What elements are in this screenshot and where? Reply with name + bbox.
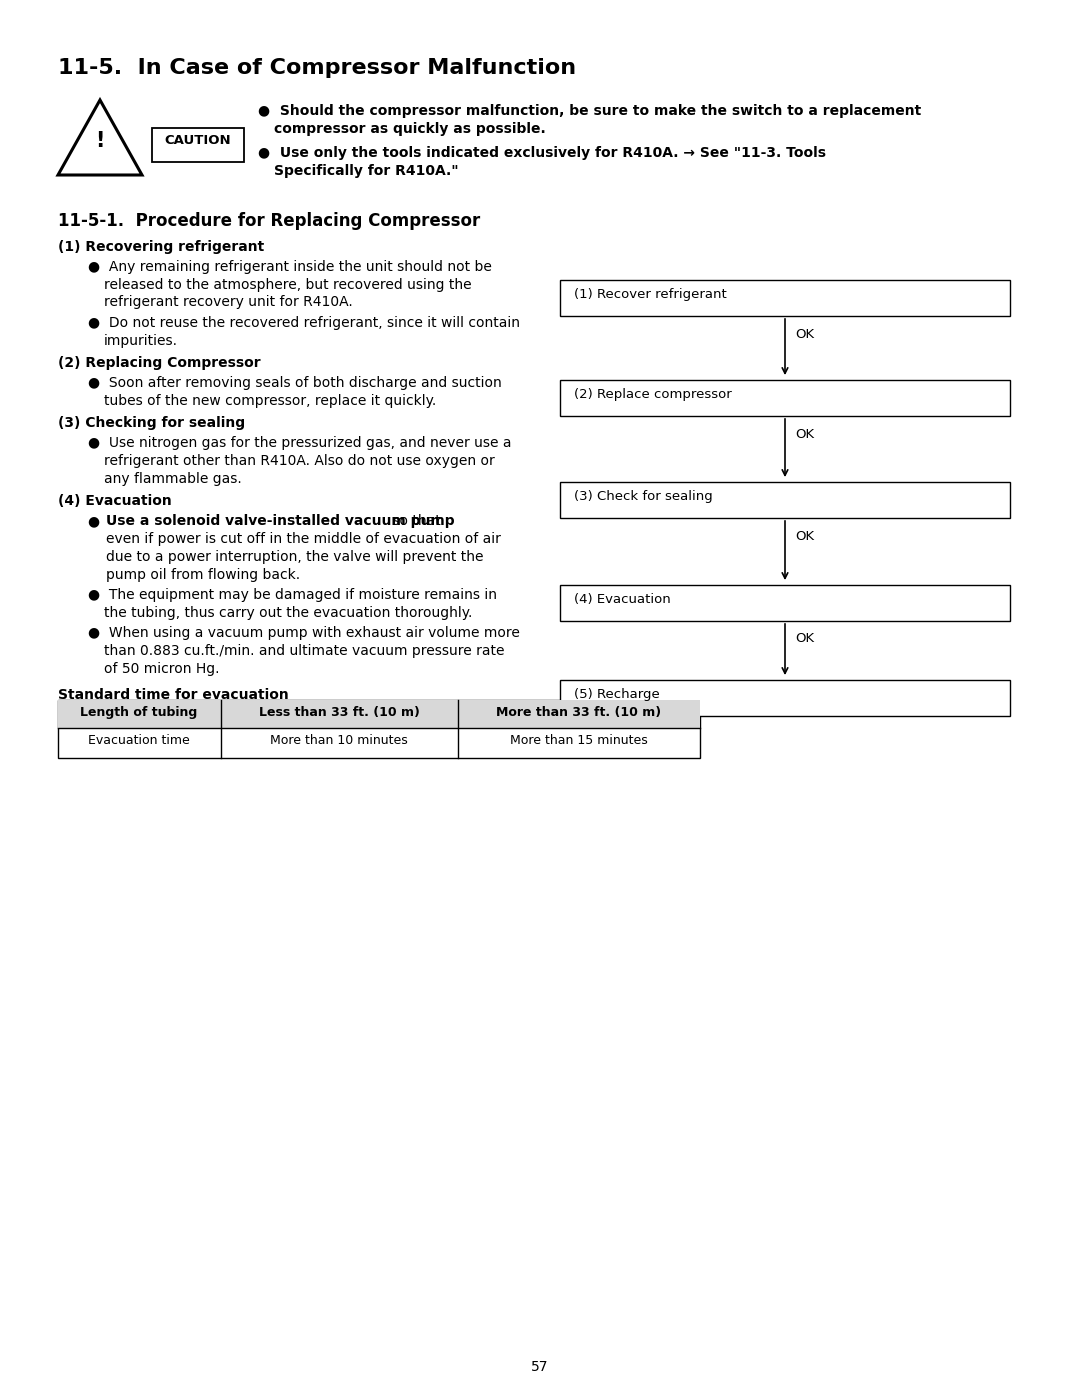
Text: refrigerant other than R410A. Also do not use oxygen or: refrigerant other than R410A. Also do no… bbox=[104, 454, 495, 468]
Text: (2) Replacing Compressor: (2) Replacing Compressor bbox=[58, 356, 260, 370]
Bar bbox=[561, 680, 1010, 717]
Text: OK: OK bbox=[795, 328, 814, 341]
Bar bbox=[561, 380, 1010, 416]
Bar bbox=[561, 279, 1010, 316]
Text: ●  Use only the tools indicated exclusively for R410A. → See "11-3. Tools: ● Use only the tools indicated exclusive… bbox=[258, 147, 826, 161]
Bar bbox=[152, 129, 244, 162]
Text: (3) Check for sealing: (3) Check for sealing bbox=[573, 490, 713, 503]
Text: (4) Evacuation: (4) Evacuation bbox=[58, 495, 172, 509]
Text: tubes of the new compressor, replace it quickly.: tubes of the new compressor, replace it … bbox=[104, 394, 436, 408]
Text: 11-5.  In Case of Compressor Malfunction: 11-5. In Case of Compressor Malfunction bbox=[58, 59, 576, 78]
Text: Less than 33 ft. (10 m): Less than 33 ft. (10 m) bbox=[258, 705, 419, 719]
Text: ●  When using a vacuum pump with exhaust air volume more: ● When using a vacuum pump with exhaust … bbox=[87, 626, 519, 640]
Text: Use a solenoid valve-installed vacuum pump: Use a solenoid valve-installed vacuum pu… bbox=[106, 514, 455, 528]
Text: than 0.883 cu.ft./min. and ultimate vacuum pressure rate: than 0.883 cu.ft./min. and ultimate vacu… bbox=[104, 644, 504, 658]
Bar bbox=[58, 700, 700, 728]
Bar bbox=[58, 700, 700, 759]
Text: ●  Should the compressor malfunction, be sure to make the switch to a replacemen: ● Should the compressor malfunction, be … bbox=[258, 103, 921, 117]
Text: ●  Soon after removing seals of both discharge and suction: ● Soon after removing seals of both disc… bbox=[87, 376, 502, 390]
Text: even if power is cut off in the middle of evacuation of air: even if power is cut off in the middle o… bbox=[106, 532, 501, 546]
Text: More than 10 minutes: More than 10 minutes bbox=[270, 733, 408, 747]
Text: any flammable gas.: any flammable gas. bbox=[104, 472, 242, 486]
Text: so that: so that bbox=[388, 514, 441, 528]
Text: More than 15 minutes: More than 15 minutes bbox=[510, 733, 648, 747]
Text: ●  The equipment may be damaged if moisture remains in: ● The equipment may be damaged if moistu… bbox=[87, 588, 497, 602]
Bar bbox=[561, 585, 1010, 622]
Text: released to the atmosphere, but recovered using the: released to the atmosphere, but recovere… bbox=[104, 278, 472, 292]
Bar bbox=[561, 482, 1010, 518]
Text: OK: OK bbox=[795, 631, 814, 645]
Text: Standard time for evacuation: Standard time for evacuation bbox=[58, 687, 288, 703]
Text: ●  Use nitrogen gas for the pressurized gas, and never use a: ● Use nitrogen gas for the pressurized g… bbox=[87, 436, 512, 450]
Text: compressor as quickly as possible.: compressor as quickly as possible. bbox=[274, 122, 545, 136]
Text: (4) Evacuation: (4) Evacuation bbox=[573, 592, 671, 606]
Text: (5) Recharge: (5) Recharge bbox=[573, 687, 660, 701]
Text: (3) Checking for sealing: (3) Checking for sealing bbox=[58, 416, 245, 430]
Text: ●  Do not reuse the recovered refrigerant, since it will contain: ● Do not reuse the recovered refrigerant… bbox=[87, 316, 519, 330]
Text: ●  Any remaining refrigerant inside the unit should not be: ● Any remaining refrigerant inside the u… bbox=[87, 260, 491, 274]
Text: Specifically for R410A.": Specifically for R410A." bbox=[274, 163, 459, 177]
Text: OK: OK bbox=[795, 529, 814, 543]
Text: 11-5-1.  Procedure for Replacing Compressor: 11-5-1. Procedure for Replacing Compress… bbox=[58, 212, 481, 231]
Text: the tubing, thus carry out the evacuation thoroughly.: the tubing, thus carry out the evacuatio… bbox=[104, 606, 472, 620]
Text: Evacuation time: Evacuation time bbox=[89, 733, 190, 747]
Text: CAUTION: CAUTION bbox=[164, 134, 231, 147]
Text: (1) Recovering refrigerant: (1) Recovering refrigerant bbox=[58, 240, 265, 254]
Text: (2) Replace compressor: (2) Replace compressor bbox=[573, 388, 732, 401]
Text: due to a power interruption, the valve will prevent the: due to a power interruption, the valve w… bbox=[106, 550, 484, 564]
Text: impurities.: impurities. bbox=[104, 334, 178, 348]
Text: 57: 57 bbox=[531, 1361, 549, 1375]
Text: OK: OK bbox=[795, 427, 814, 441]
Text: (1) Recover refrigerant: (1) Recover refrigerant bbox=[573, 288, 727, 300]
Text: pump oil from flowing back.: pump oil from flowing back. bbox=[106, 569, 300, 583]
Text: More than 33 ft. (10 m): More than 33 ft. (10 m) bbox=[497, 705, 662, 719]
Text: of 50 micron Hg.: of 50 micron Hg. bbox=[104, 662, 219, 676]
Text: !: ! bbox=[95, 131, 105, 151]
Text: ●: ● bbox=[87, 514, 109, 528]
Text: Length of tubing: Length of tubing bbox=[80, 705, 198, 719]
Text: refrigerant recovery unit for R410A.: refrigerant recovery unit for R410A. bbox=[104, 295, 353, 309]
